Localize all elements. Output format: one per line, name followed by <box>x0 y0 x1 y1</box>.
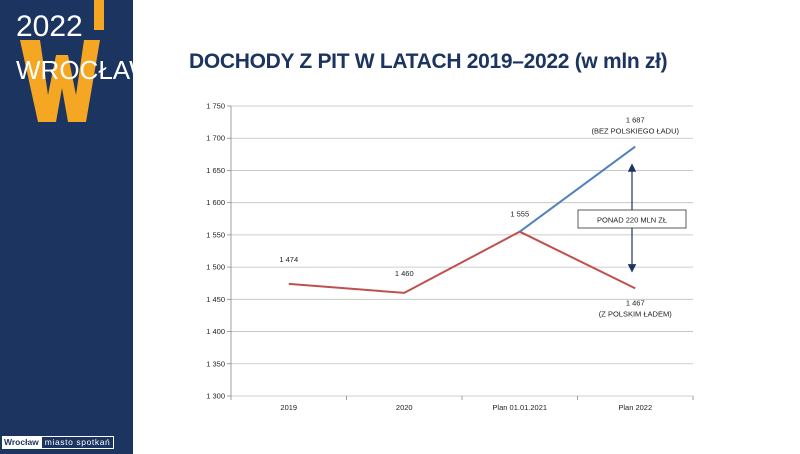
y-tick-label: 1 650 <box>206 166 225 175</box>
x-tick-label: Plan 2022 <box>618 403 652 412</box>
footer-logo: Wrocław miasto spotkań <box>2 436 115 449</box>
y-tick-label: 1 600 <box>206 198 225 207</box>
y-tick-label: 1 350 <box>206 359 225 368</box>
page-title: DOCHODY Z PIT W LATACH 2019–2022 (w mln … <box>189 50 668 73</box>
data-label: 1 474 <box>279 255 298 264</box>
data-label: 1 687 <box>626 116 645 125</box>
logo-w-top-shape <box>94 0 104 30</box>
series-line-with-polish-deal <box>288 230 636 294</box>
y-tick-label: 1 400 <box>206 327 225 336</box>
y-tick-label: 1 750 <box>206 102 225 111</box>
logo-w-shape <box>20 40 100 122</box>
logo-year: 2022 <box>16 10 83 43</box>
y-tick-label: 1 300 <box>206 392 225 401</box>
footer-logo-city: Wrocław <box>2 436 41 449</box>
x-tick-label: Plan 01.01.2021 <box>492 403 547 412</box>
series-line-without-polish-deal <box>519 145 636 233</box>
footer-logo-tagline: miasto spotkań <box>40 436 115 449</box>
data-label: 1 555 <box>510 210 529 219</box>
data-sublabel: (Z POLSKIM ŁADEM) <box>599 309 672 318</box>
data-label: 1 460 <box>395 269 414 278</box>
annotation-box <box>577 209 687 229</box>
data-label: 1 467 <box>626 298 645 307</box>
annotation-text: PONAD 220 MLN ZŁ <box>597 216 667 225</box>
data-sublabel: (BEZ POLSKIEGO ŁADU) <box>591 127 679 136</box>
y-tick-label: 1 700 <box>206 134 225 143</box>
x-tick-label: 2019 <box>280 403 297 412</box>
y-tick-label: 1 550 <box>206 230 225 239</box>
y-tick-label: 1 450 <box>206 295 225 304</box>
x-tick-label: 2020 <box>396 403 413 412</box>
y-tick-label: 1 500 <box>206 263 225 272</box>
